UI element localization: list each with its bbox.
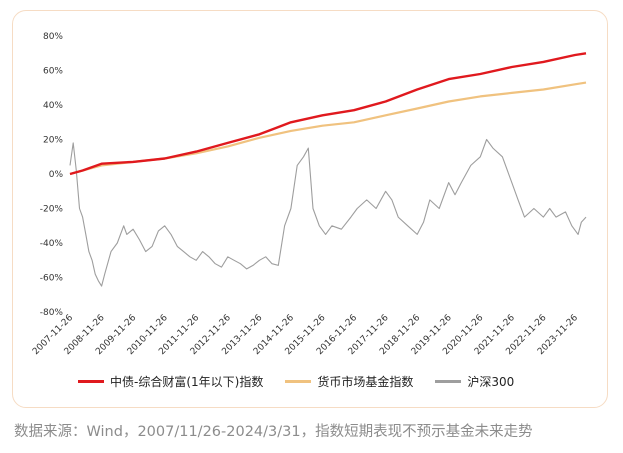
chart-card <box>12 10 608 408</box>
legend-label-money-market: 货币市场基金指数 <box>317 375 414 389</box>
y-tick-label: 40% <box>43 101 63 111</box>
series-line-csi300 <box>69 138 587 287</box>
x-axis: 2007-11-262008-11-262009-11-262010-11-26… <box>31 313 580 357</box>
y-tick-label: -60% <box>40 274 64 284</box>
y-tick-label: -40% <box>40 239 64 249</box>
legend-item-csi300: 沪深300 <box>435 373 514 390</box>
y-tick-label: 60% <box>43 67 63 77</box>
legend-swatch-csi300 <box>435 380 462 383</box>
source-note: 数据来源：Wind，2007/11/26-2024/3/31，指数短期表现不预示… <box>14 424 533 440</box>
series-line-bond-index <box>69 52 587 176</box>
plot-area <box>69 52 587 287</box>
y-axis: 80% 60% 40% 20% 0% -20% -40% -60% -80% <box>40 32 64 318</box>
y-tick-label: -20% <box>40 205 64 215</box>
legend-label-csi300: 沪深300 <box>467 375 515 389</box>
legend: 中债-综合财富(1年以下)指数 货币市场基金指数 沪深300 <box>78 373 536 390</box>
legend-item-bond-index: 中债-综合财富(1年以下)指数 <box>78 373 263 390</box>
legend-swatch-bond-index <box>78 380 104 383</box>
y-tick-label: 0% <box>49 170 64 180</box>
legend-label-bond-index: 中债-综合财富(1年以下)指数 <box>110 375 264 389</box>
y-tick-label: -80% <box>40 308 64 318</box>
y-tick-label: 80% <box>43 32 63 42</box>
y-tick-label: 20% <box>43 136 63 146</box>
legend-item-money-market: 货币市场基金指数 <box>285 373 413 390</box>
legend-swatch-money-market <box>285 380 312 383</box>
